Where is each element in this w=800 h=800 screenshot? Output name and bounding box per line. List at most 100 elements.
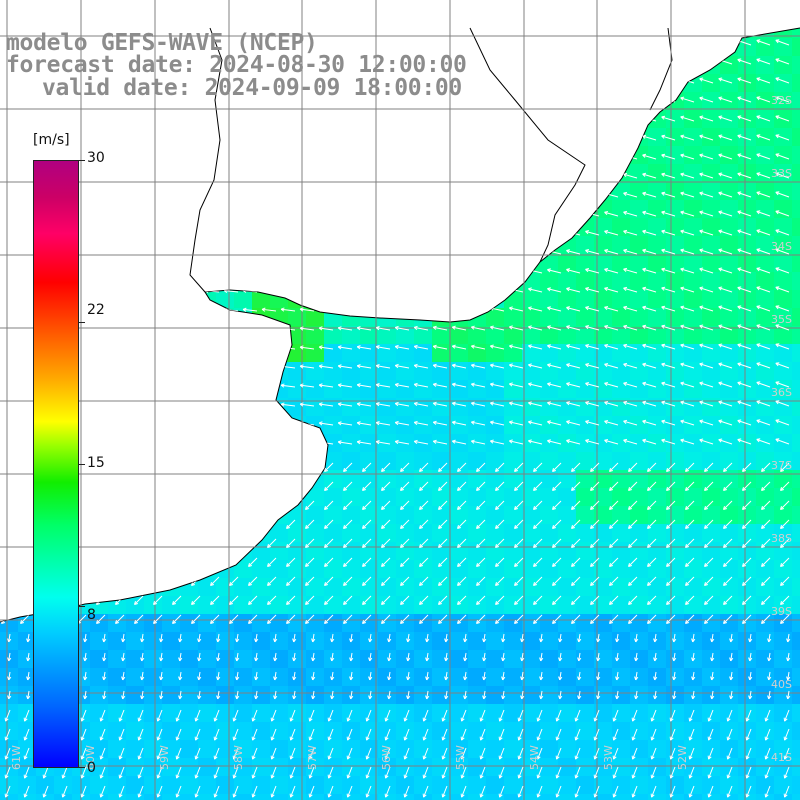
wind-arrow bbox=[185, 155, 201, 161]
wind-speed-cell bbox=[594, 434, 612, 452]
wind-arrow bbox=[490, 363, 505, 369]
wind-speed-cell bbox=[18, 758, 36, 776]
wind-arrow bbox=[737, 172, 752, 179]
wind-arrow bbox=[26, 633, 31, 643]
wind-speed-cell bbox=[702, 74, 720, 92]
wind-speed-cell bbox=[198, 704, 216, 722]
wind-speed-cell bbox=[180, 452, 198, 470]
wind-speed-cell bbox=[90, 542, 108, 560]
wind-speed-cell bbox=[396, 308, 414, 326]
wind-speed-cell bbox=[594, 254, 612, 272]
wind-speed-cell bbox=[522, 650, 540, 668]
wind-speed-cell bbox=[144, 776, 162, 794]
wind-arrow bbox=[438, 519, 448, 529]
wind-arrow bbox=[438, 462, 448, 472]
wind-arrow bbox=[723, 519, 733, 529]
wind-arrow bbox=[185, 421, 201, 427]
wind-speed-cell bbox=[738, 146, 756, 164]
wind-speed-cell bbox=[270, 560, 288, 578]
wind-arrow bbox=[685, 576, 695, 586]
wind-arrow bbox=[413, 192, 429, 198]
wind-speed-cell bbox=[378, 650, 396, 668]
wind-speed-cell bbox=[90, 200, 108, 218]
wind-arrow bbox=[775, 134, 790, 141]
wind-arrow bbox=[609, 595, 619, 605]
wind-speed-cell bbox=[720, 182, 738, 200]
wind-speed-cell bbox=[288, 758, 306, 776]
wind-speed-cell bbox=[612, 722, 630, 740]
wind-arrow bbox=[737, 153, 752, 160]
wind-speed-cell bbox=[774, 290, 792, 308]
wind-speed-cell bbox=[504, 596, 522, 614]
wind-arrow bbox=[375, 440, 391, 445]
wind-arrow bbox=[286, 462, 296, 472]
wind-speed-cell bbox=[540, 632, 558, 650]
wind-arrow bbox=[623, 400, 638, 407]
wind-speed-cell bbox=[738, 164, 756, 182]
wind-speed-cell bbox=[126, 650, 144, 668]
wind-arrow bbox=[185, 231, 201, 237]
wind-arrow bbox=[775, 39, 790, 46]
wind-speed-cell bbox=[396, 128, 414, 146]
wind-speed-cell bbox=[630, 146, 648, 164]
wind-speed-cell bbox=[594, 524, 612, 542]
wind-speed-cell bbox=[702, 794, 720, 800]
wind-speed-cell bbox=[702, 236, 720, 254]
wind-arrow bbox=[248, 595, 258, 605]
wind-arrow bbox=[680, 210, 695, 217]
wind-speed-cell bbox=[18, 92, 36, 110]
wind-speed-cell bbox=[576, 362, 594, 380]
wind-speed-cell bbox=[342, 28, 360, 38]
wind-speed-cell bbox=[522, 380, 540, 398]
wind-arrow bbox=[623, 115, 638, 122]
wind-speed-cell bbox=[162, 272, 180, 290]
wind-speed-cell bbox=[702, 146, 720, 164]
wind-arrow bbox=[305, 595, 315, 605]
wind-speed-cell bbox=[612, 794, 630, 800]
wind-speed-cell bbox=[198, 560, 216, 578]
wind-speed-cell bbox=[738, 362, 756, 380]
wind-speed-cell bbox=[234, 614, 252, 632]
wind-speed-cell bbox=[468, 434, 486, 452]
wind-arrow bbox=[90, 213, 106, 218]
wind-speed-cell bbox=[558, 254, 576, 272]
wind-speed-cell bbox=[108, 776, 126, 794]
wind-speed-cell bbox=[540, 218, 558, 236]
wind-speed-cell bbox=[342, 218, 360, 236]
wind-arrow bbox=[552, 614, 562, 624]
wind-speed-cell bbox=[594, 686, 612, 704]
wind-speed-cell bbox=[738, 218, 756, 236]
wind-speed-cell bbox=[558, 596, 576, 614]
wind-arrow bbox=[547, 344, 562, 350]
wind-arrow bbox=[204, 307, 220, 313]
wind-speed-cell bbox=[666, 686, 684, 704]
wind-arrow bbox=[699, 115, 714, 122]
wind-speed-cell bbox=[162, 686, 180, 704]
wind-arrow bbox=[14, 213, 30, 218]
wind-speed-cell bbox=[522, 398, 540, 416]
wind-arrow bbox=[451, 154, 467, 160]
wind-speed-cell bbox=[198, 668, 216, 686]
wind-speed-cell bbox=[234, 650, 252, 668]
wind-speed-cell bbox=[702, 506, 720, 524]
wind-speed-cell bbox=[324, 614, 342, 632]
wind-arrow bbox=[286, 538, 296, 548]
wind-speed-cell bbox=[324, 686, 342, 704]
wind-speed-cell bbox=[180, 290, 198, 308]
wind-speed-cell bbox=[756, 380, 774, 398]
wind-speed-cell bbox=[144, 470, 162, 488]
wind-arrow bbox=[495, 557, 505, 567]
wind-speed-cell bbox=[396, 290, 414, 308]
wind-arrow bbox=[547, 211, 562, 217]
wind-arrow bbox=[394, 325, 410, 331]
wind-speed-cell bbox=[594, 362, 612, 380]
wind-arrow bbox=[381, 595, 391, 605]
wind-speed-cell bbox=[486, 758, 504, 776]
wind-arrow bbox=[223, 269, 239, 274]
wind-speed-cell bbox=[792, 200, 800, 218]
wind-speed-cell bbox=[108, 560, 126, 578]
wind-speed-cell bbox=[540, 344, 558, 362]
wind-arrow bbox=[756, 267, 771, 274]
wind-speed-cell bbox=[558, 704, 576, 722]
wind-arrow bbox=[337, 250, 353, 255]
